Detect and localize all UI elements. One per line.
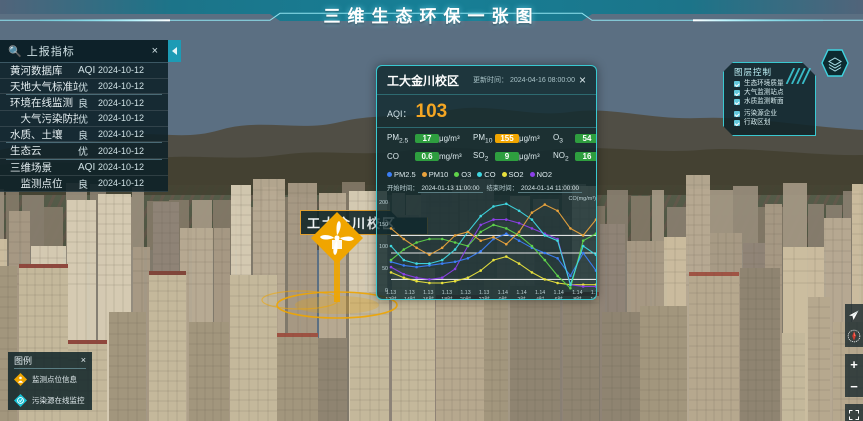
svg-text:1.13: 1.13 xyxy=(404,290,414,296)
svg-text:150: 150 xyxy=(379,222,388,228)
svg-text:1.14: 1.14 xyxy=(591,290,597,296)
svg-text:50: 50 xyxy=(382,266,388,272)
svg-text:1.13: 1.13 xyxy=(460,290,470,296)
svg-text:1.13: 1.13 xyxy=(423,290,433,296)
svg-text:100: 100 xyxy=(379,244,388,250)
svg-text:1.13: 1.13 xyxy=(386,290,396,296)
svg-text:1.13: 1.13 xyxy=(479,290,489,296)
svg-text:CO(mg/m³): CO(mg/m³) xyxy=(569,196,597,202)
svg-text:1.14: 1.14 xyxy=(572,290,582,296)
svg-text:1.14: 1.14 xyxy=(554,290,564,296)
svg-text:1.13: 1.13 xyxy=(442,290,452,296)
svg-text:200: 200 xyxy=(379,200,388,206)
svg-text:1.14: 1.14 xyxy=(535,290,545,296)
svg-text:1.14: 1.14 xyxy=(516,290,526,296)
svg-text:1.14: 1.14 xyxy=(498,290,508,296)
